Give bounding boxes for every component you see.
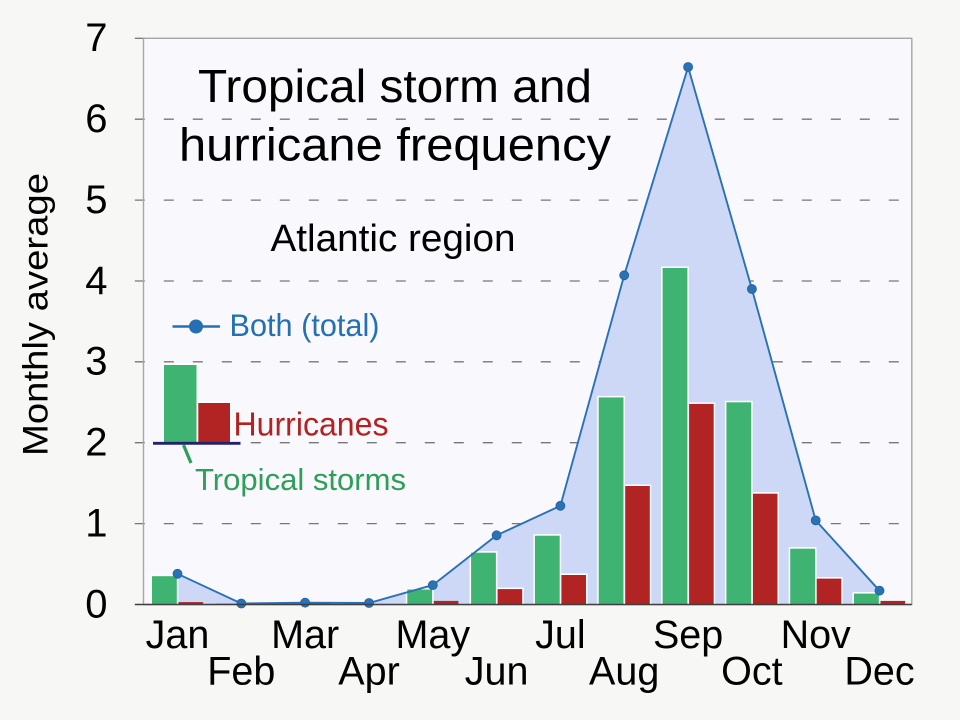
- svg-text:May: May: [395, 613, 470, 657]
- svg-text:Atlantic region: Atlantic region: [271, 218, 516, 260]
- svg-text:3: 3: [85, 340, 107, 384]
- svg-text:Feb: Feb: [207, 650, 275, 694]
- svg-text:Mar: Mar: [271, 613, 339, 657]
- svg-text:2: 2: [85, 421, 107, 465]
- svg-text:Aug: Aug: [589, 650, 659, 694]
- svg-text:Monthly average: Monthly average: [16, 173, 56, 456]
- svg-text:hurricane frequency: hurricane frequency: [179, 119, 611, 171]
- svg-text:Oct: Oct: [721, 650, 782, 694]
- svg-text:0: 0: [85, 582, 107, 626]
- svg-text:7: 7: [85, 16, 107, 60]
- svg-text:Both (total): Both (total): [230, 307, 380, 343]
- svg-text:Jul: Jul: [535, 613, 586, 657]
- svg-text:6: 6: [85, 97, 107, 141]
- svg-text:Jun: Jun: [465, 650, 529, 694]
- svg-text:Tropical storm and: Tropical storm and: [198, 60, 592, 112]
- svg-text:Sep: Sep: [653, 613, 723, 657]
- svg-text:4: 4: [85, 259, 107, 303]
- svg-text:Tropical storms: Tropical storms: [195, 462, 406, 497]
- svg-text:5: 5: [85, 178, 107, 222]
- svg-text:1: 1: [85, 501, 107, 545]
- svg-text:Nov: Nov: [781, 613, 851, 657]
- svg-text:Jan: Jan: [146, 613, 210, 657]
- svg-text:Hurricanes: Hurricanes: [234, 405, 389, 442]
- svg-text:Apr: Apr: [338, 650, 399, 694]
- svg-text:Dec: Dec: [844, 650, 914, 694]
